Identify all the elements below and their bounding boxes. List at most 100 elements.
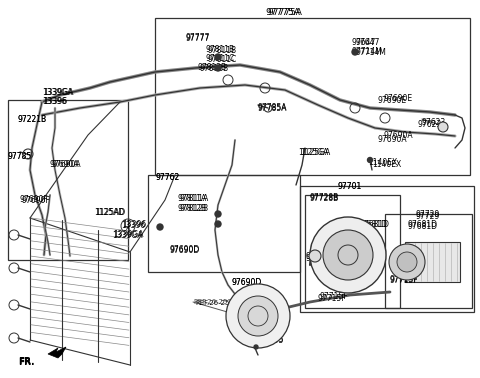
Text: 97812B: 97812B [198, 63, 227, 72]
Circle shape [368, 158, 372, 163]
Text: 97681D: 97681D [408, 220, 438, 229]
Circle shape [215, 211, 221, 217]
Text: 13396: 13396 [42, 97, 66, 106]
Text: 97690E: 97690E [383, 94, 412, 103]
Text: 97690E: 97690E [378, 96, 407, 105]
Text: 97811C: 97811C [207, 55, 236, 64]
Text: 13396: 13396 [122, 220, 146, 229]
Text: 97690F: 97690F [22, 196, 51, 205]
Text: 97690D: 97690D [170, 246, 200, 255]
Bar [148, 175, 300, 272]
Bar [155, 18, 470, 175]
Text: 97690D: 97690D [232, 278, 262, 287]
Text: 97743A: 97743A [306, 254, 336, 263]
Text: 97715F: 97715F [318, 294, 347, 303]
Text: 1339GA: 1339GA [113, 230, 144, 239]
Text: REF.26-253: REF.26-253 [195, 300, 234, 306]
Text: 97743A: 97743A [306, 252, 336, 261]
Text: A: A [256, 314, 260, 319]
Text: 97705: 97705 [260, 336, 284, 345]
Circle shape [352, 49, 358, 55]
Text: 97729: 97729 [415, 210, 439, 219]
Text: 97705: 97705 [260, 335, 284, 344]
Text: 1125GA: 1125GA [300, 148, 330, 157]
Text: 97623: 97623 [422, 118, 446, 127]
Text: 97690A: 97690A [52, 160, 82, 169]
Text: 1125AD: 1125AD [95, 208, 125, 217]
Bar [300, 186, 474, 312]
Text: 97743A: 97743A [389, 260, 419, 269]
Text: 97811C: 97811C [205, 54, 234, 63]
Text: 97221B: 97221B [18, 115, 47, 124]
Text: 97701: 97701 [338, 182, 362, 191]
Text: 97729: 97729 [415, 212, 439, 221]
Bar [8, 100, 128, 260]
Text: REF.26-253: REF.26-253 [193, 299, 232, 305]
Text: 97777: 97777 [185, 33, 209, 42]
Circle shape [226, 284, 290, 348]
Text: 97690A: 97690A [378, 135, 408, 144]
Text: 97714M: 97714M [356, 48, 387, 57]
Text: 97811A: 97811A [179, 194, 208, 203]
Text: 97775A: 97775A [265, 8, 300, 17]
Circle shape [389, 244, 425, 280]
Text: 97812B: 97812B [200, 64, 229, 73]
Text: 97812B: 97812B [179, 204, 208, 213]
Text: 97647: 97647 [356, 38, 380, 47]
Text: 13396: 13396 [43, 97, 67, 106]
Text: 97690A: 97690A [383, 131, 413, 140]
Circle shape [438, 122, 448, 132]
Text: 97690D: 97690D [232, 278, 262, 287]
Circle shape [215, 65, 221, 71]
Bar [305, 195, 400, 308]
Text: 97690F: 97690F [20, 195, 49, 204]
Circle shape [157, 224, 163, 230]
Text: 97811A: 97811A [178, 194, 207, 203]
Text: 97728B: 97728B [310, 193, 339, 202]
Text: FR.: FR. [18, 358, 35, 367]
Text: 97681D: 97681D [358, 220, 388, 229]
Text: 97785: 97785 [8, 152, 32, 161]
Circle shape [310, 217, 386, 293]
Text: 1140EX: 1140EX [372, 160, 401, 169]
Text: 1125GA: 1125GA [298, 148, 328, 157]
Circle shape [238, 296, 278, 336]
Text: 1339GA: 1339GA [43, 88, 73, 97]
Text: 97690D: 97690D [170, 245, 200, 254]
Polygon shape [48, 347, 66, 358]
Text: 97811B: 97811B [207, 46, 236, 55]
Text: 97681D: 97681D [360, 220, 390, 229]
Text: 97775A: 97775A [267, 8, 302, 17]
Text: 97728B: 97728B [310, 194, 339, 203]
Text: FR.: FR. [18, 357, 35, 366]
Text: 97785: 97785 [8, 152, 32, 161]
Text: 1140EX: 1140EX [368, 158, 397, 167]
Circle shape [323, 230, 373, 280]
Text: 1339GA: 1339GA [112, 231, 143, 240]
Text: 1339GA: 1339GA [42, 88, 72, 97]
Text: A: A [126, 226, 130, 231]
Bar [385, 214, 472, 308]
Circle shape [309, 250, 321, 262]
Text: 97701: 97701 [338, 182, 362, 191]
Text: 97777: 97777 [185, 34, 209, 43]
Circle shape [215, 54, 221, 60]
Text: 97811B: 97811B [205, 45, 234, 54]
Text: 97623: 97623 [418, 120, 442, 129]
Text: 97714M: 97714M [352, 47, 383, 56]
Text: 97812B: 97812B [178, 204, 207, 213]
Text: 1125AD: 1125AD [94, 208, 124, 217]
Text: 97762: 97762 [155, 173, 179, 182]
Text: 97762: 97762 [155, 173, 179, 182]
Text: 97785A: 97785A [258, 103, 288, 112]
Text: 97743A: 97743A [390, 258, 420, 267]
Text: 97690A: 97690A [50, 160, 80, 169]
Circle shape [215, 221, 221, 227]
Circle shape [254, 345, 258, 349]
Bar [405, 242, 460, 282]
Text: 97785A: 97785A [258, 104, 288, 113]
Circle shape [397, 252, 417, 272]
Text: 97221B: 97221B [18, 115, 47, 124]
Text: 13396: 13396 [121, 221, 145, 230]
Text: 97715F: 97715F [389, 276, 418, 285]
